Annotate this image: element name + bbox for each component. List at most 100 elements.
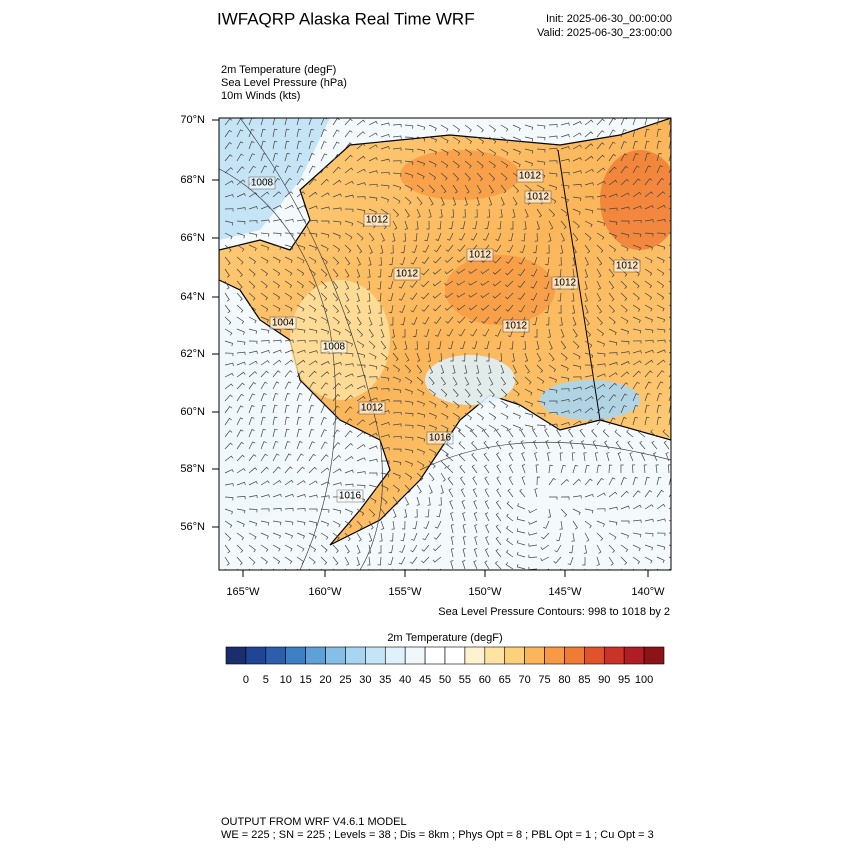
- wind-barb: [572, 316, 577, 326]
- wind-barb: [236, 351, 246, 355]
- wind-barb: [260, 316, 269, 323]
- wind-barb: [344, 469, 354, 474]
- wind-barb: [632, 316, 641, 324]
- wind-barb: [621, 220, 630, 224]
- wind-barb: [308, 304, 317, 312]
- wind-barb: [356, 208, 366, 214]
- wind-barb: [416, 376, 424, 385]
- wind-barb: [572, 328, 578, 338]
- wind-barb: [541, 532, 550, 540]
- wind-barb: [260, 340, 270, 344]
- wind-barb: [560, 158, 570, 162]
- wind-barb: [567, 556, 574, 566]
- wind-barb: [403, 508, 408, 518]
- wind-barb: [380, 146, 390, 150]
- wind-barb: [632, 532, 642, 538]
- wind-barb: [517, 268, 526, 277]
- wind-barb: [428, 460, 436, 469]
- wind-barb: [472, 488, 478, 498]
- wind-barb: [380, 196, 389, 203]
- wind-barb: [391, 520, 395, 530]
- wind-barb: [572, 397, 582, 402]
- warm-area: [400, 150, 520, 200]
- wind-barb: [560, 496, 570, 500]
- wind-barb: [421, 556, 430, 564]
- wind-barb: [296, 191, 306, 198]
- wind-barb: [236, 544, 244, 553]
- wind-barb: [493, 304, 502, 312]
- wind-barb: [464, 376, 470, 386]
- wind-barb: [398, 292, 406, 301]
- wind-barb: [356, 544, 361, 554]
- wind-barb: [500, 196, 505, 206]
- wind-barb: [644, 392, 651, 402]
- wind-barb: [260, 244, 270, 251]
- wind-barb: [608, 316, 616, 325]
- contour-label: 1012: [366, 215, 389, 226]
- wind-barb: [284, 256, 293, 264]
- wind-barb: [584, 232, 592, 241]
- wind-barb: [492, 292, 502, 299]
- contour-label: 1012: [519, 171, 542, 182]
- wind-barb: [434, 328, 442, 337]
- wind-barb: [620, 505, 630, 510]
- wind-barb: [236, 268, 243, 278]
- wind-barb: [596, 383, 606, 390]
- wind-barb: [344, 373, 354, 378]
- wind-barb: [309, 508, 318, 512]
- wind-barb: [296, 428, 302, 438]
- wind-barb: [506, 549, 514, 558]
- wind-barb: [500, 124, 509, 132]
- wind-barb: [468, 268, 478, 274]
- wind-barb: [450, 524, 454, 534]
- wind-barb: [656, 268, 665, 276]
- wind-barb: [459, 340, 466, 350]
- wind-barb: [596, 520, 605, 527]
- wind-barb: [401, 520, 406, 530]
- wind-barb: [368, 484, 378, 490]
- wind-barb: [426, 220, 430, 230]
- wind-barb: [404, 196, 412, 205]
- wind-barb: [560, 122, 570, 126]
- wind-barb: [627, 440, 634, 450]
- contour-label-box: [551, 276, 579, 290]
- wind-barb: [620, 405, 627, 414]
- wind-barb: [428, 208, 432, 218]
- wind-barb: [380, 232, 385, 242]
- wind-barb: [512, 364, 517, 374]
- wind-barb: [224, 442, 233, 450]
- wind-barb: [444, 268, 454, 275]
- wind-barb: [435, 232, 442, 241]
- wind-barb: [632, 191, 642, 198]
- wind-barb: [416, 124, 426, 130]
- wind-barb: [512, 196, 518, 206]
- wind-barb: [584, 119, 594, 126]
- wind-barb: [380, 447, 390, 451]
- wind-barb: [320, 232, 330, 238]
- wind-barb: [464, 412, 472, 421]
- wind-barb: [320, 520, 329, 527]
- wind-barb: [320, 429, 327, 438]
- wind-barb: [596, 532, 604, 541]
- wind-barb: [421, 304, 430, 312]
- wind-barb: [260, 140, 266, 150]
- wind-barb: [668, 167, 671, 174]
- colorbar-box: [464, 646, 486, 665]
- wind-barb: [388, 304, 394, 314]
- wind-barb: [656, 556, 665, 564]
- wind-barb: [644, 232, 654, 237]
- wind-barb: [521, 476, 526, 486]
- wind-barb: [368, 364, 378, 370]
- wind-barb: [560, 410, 570, 414]
- wind-barb: [296, 370, 305, 378]
- wind-barb: [412, 328, 418, 338]
- wind-barb: [344, 244, 352, 253]
- wind-barb: [308, 328, 318, 334]
- wind-barb: [284, 218, 294, 223]
- wind-barb: [492, 268, 502, 275]
- wind-barb: [486, 353, 490, 362]
- wind-barb: [320, 153, 328, 162]
- wind-barb: [284, 520, 294, 526]
- wind-barb: [368, 352, 377, 360]
- wind-barb: [584, 407, 594, 414]
